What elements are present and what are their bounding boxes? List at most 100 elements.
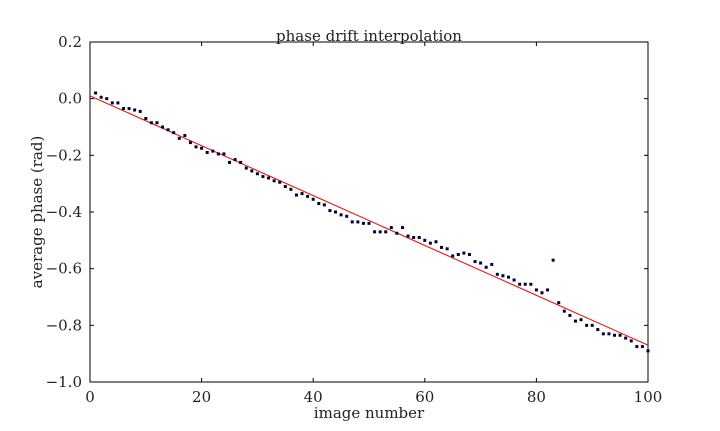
- data-point: [322, 203, 326, 207]
- chart-title: phase drift interpolation: [276, 27, 462, 45]
- data-point: [110, 101, 114, 105]
- y-axis-title: average phase (rad): [28, 136, 46, 289]
- data-point: [618, 333, 622, 337]
- data-point: [646, 349, 650, 353]
- data-point: [239, 160, 243, 164]
- data-point: [428, 241, 432, 245]
- x-axis-title: image number: [314, 404, 425, 422]
- data-point: [133, 108, 137, 112]
- data-point: [350, 220, 354, 224]
- data-point: [339, 213, 343, 217]
- data-point: [518, 282, 522, 286]
- plot-area: [89, 41, 649, 383]
- x-tick-label: 20: [192, 388, 211, 406]
- data-point: [228, 160, 231, 164]
- y-tick-label: −0.8: [46, 316, 82, 334]
- data-point: [166, 128, 170, 132]
- data-point: [361, 221, 365, 225]
- data-point: [138, 109, 142, 113]
- data-point: [467, 253, 471, 256]
- data-point: [579, 318, 583, 322]
- data-point: [222, 152, 226, 156]
- y-tick-label: −0.6: [46, 260, 82, 278]
- data-point: [244, 166, 248, 170]
- data-point: [534, 288, 538, 292]
- data-point: [334, 210, 338, 214]
- data-point: [551, 258, 555, 262]
- data-point: [384, 230, 388, 234]
- data-point: [629, 339, 633, 343]
- data-point: [445, 247, 449, 251]
- data-point: [311, 197, 315, 201]
- data-point: [155, 121, 159, 125]
- data-point: [255, 172, 259, 176]
- data-point: [590, 323, 594, 327]
- data-point: [417, 236, 421, 239]
- y-tick-label: 0.2: [58, 33, 82, 51]
- data-point: [356, 220, 360, 224]
- data-point: [596, 328, 600, 332]
- plot-frame: [89, 41, 649, 383]
- data-point: [395, 231, 399, 235]
- data-point: [546, 288, 550, 292]
- data-point: [328, 209, 332, 213]
- data-point: [451, 254, 455, 258]
- y-tick-label: −0.4: [46, 203, 82, 221]
- y-tick-label: −1.0: [46, 373, 82, 391]
- data-point: [367, 221, 371, 225]
- x-tick-label: 100: [634, 388, 663, 406]
- data-point: [562, 309, 566, 313]
- data-point: [261, 175, 265, 179]
- data-point: [507, 275, 510, 279]
- data-point: [635, 345, 639, 349]
- data-point: [585, 323, 589, 327]
- data-point: [601, 332, 605, 336]
- data-point: [400, 226, 404, 230]
- data-point: [640, 345, 644, 349]
- data-point: [512, 278, 516, 282]
- data-point: [529, 282, 533, 286]
- data-point: [144, 117, 148, 120]
- data-point: [345, 214, 349, 218]
- data-point: [211, 149, 215, 153]
- data-point: [378, 230, 382, 234]
- data-point: [501, 274, 505, 278]
- data-point: [127, 107, 131, 111]
- data-point: [105, 97, 109, 101]
- data-point: [306, 194, 310, 198]
- data-point: [607, 332, 611, 336]
- data-point: [568, 313, 572, 317]
- data-series: [89, 91, 650, 353]
- data-point: [194, 145, 198, 149]
- data-point: [389, 226, 393, 230]
- data-point: [250, 169, 254, 173]
- fit-line: [89, 95, 649, 346]
- data-point: [121, 107, 125, 111]
- data-point: [406, 234, 410, 238]
- data-point: [267, 176, 271, 180]
- x-tick-label: 0: [85, 388, 95, 406]
- x-tick-label: 80: [527, 388, 546, 406]
- data-point: [216, 152, 220, 156]
- data-point: [412, 236, 416, 239]
- data-point: [495, 272, 499, 276]
- data-point: [205, 151, 209, 154]
- data-point: [272, 179, 276, 183]
- data-point: [440, 245, 444, 249]
- y-tick-label: 0.0: [58, 90, 82, 108]
- data-point: [278, 180, 282, 184]
- data-point: [233, 158, 237, 162]
- data-point: [573, 319, 577, 323]
- data-point: [479, 261, 483, 265]
- data-point: [434, 240, 438, 244]
- data-point: [423, 238, 427, 242]
- data-point: [557, 301, 561, 305]
- data-point: [456, 253, 460, 256]
- data-point: [289, 187, 293, 191]
- data-point: [540, 291, 544, 295]
- axis-ticks: 0 20 40 60 80 100 0.2 0.0 −0.2 −0.4 −0.6 −0.8 −1.0: [46, 33, 663, 406]
- data-point: [294, 193, 298, 197]
- data-point: [523, 282, 527, 286]
- data-point: [161, 125, 165, 129]
